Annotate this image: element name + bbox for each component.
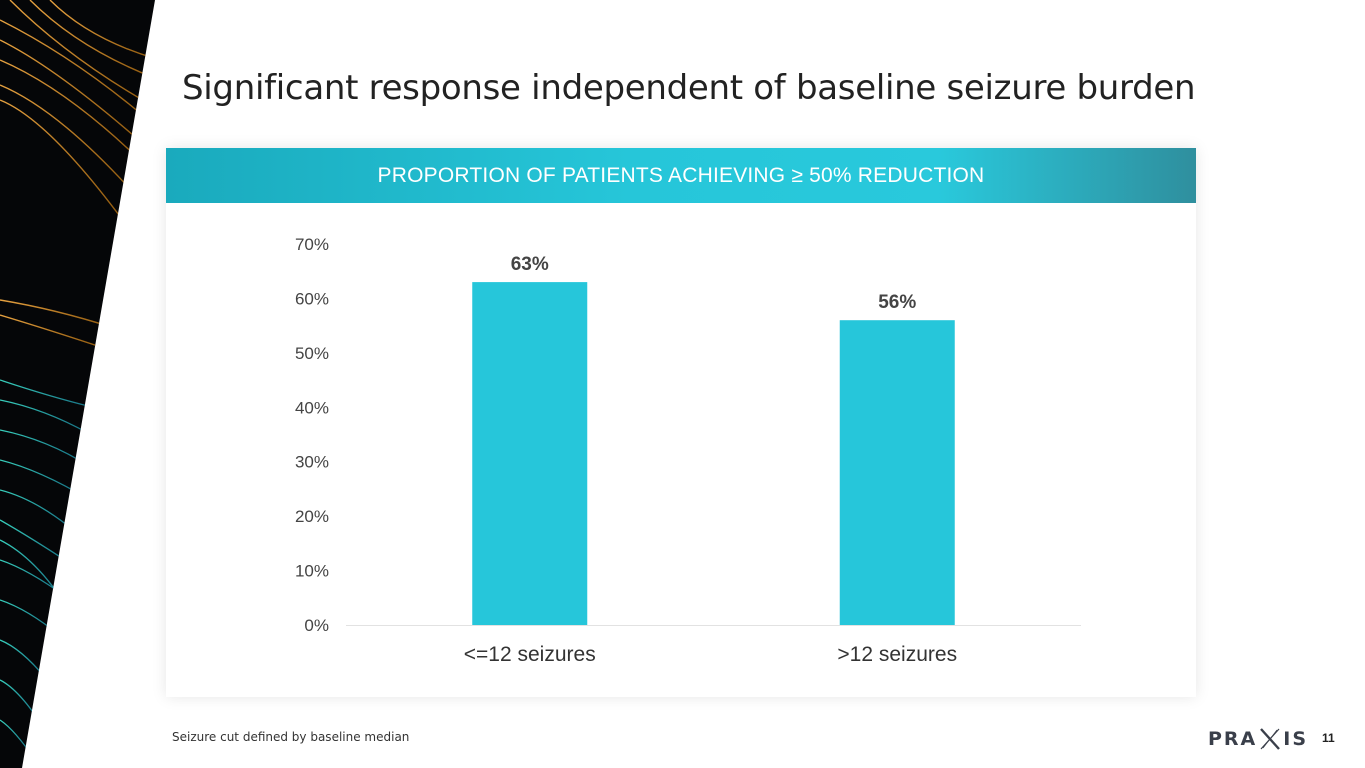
bar-chart: 0% 10% 20% 30% 40% 50% 60% 70% 63% <=12 seizures 5… [295, 235, 1081, 666]
chart-card: PROPORTION OF PATIENTS ACHIEVING ≥ 50% R… [166, 148, 1196, 697]
chart-title-banner: PROPORTION OF PATIENTS ACHIEVING ≥ 50% R… [166, 148, 1196, 203]
bar-data-label: 56% [878, 292, 916, 313]
bar [472, 282, 588, 625]
y-tick-label: 30% [295, 453, 329, 472]
bar [839, 320, 955, 625]
logo-text-right: IS [1283, 728, 1309, 750]
y-tick-label: 10% [295, 562, 329, 581]
y-tick-label: 0% [304, 616, 329, 635]
y-tick-label: 20% [295, 507, 329, 526]
y-tick-label: 70% [295, 235, 329, 254]
y-tick-label: 50% [295, 344, 329, 363]
y-tick-label: 40% [295, 398, 329, 417]
y-tick-label: 60% [295, 289, 329, 308]
praxis-logo: PRA IS [1208, 726, 1308, 752]
slide-title: Significant response independent of base… [182, 68, 1196, 108]
x-category-label: >12 seizures [837, 643, 957, 666]
fiber-optic-background [0, 0, 155, 768]
footnote: Seizure cut defined by baseline median [172, 730, 410, 744]
logo-text-left: PRA [1208, 728, 1258, 750]
page-number: 11 [1322, 731, 1335, 745]
x-category-label: <=12 seizures [464, 643, 596, 666]
bar-data-label: 63% [511, 254, 549, 275]
logo-x-icon [1260, 728, 1281, 750]
